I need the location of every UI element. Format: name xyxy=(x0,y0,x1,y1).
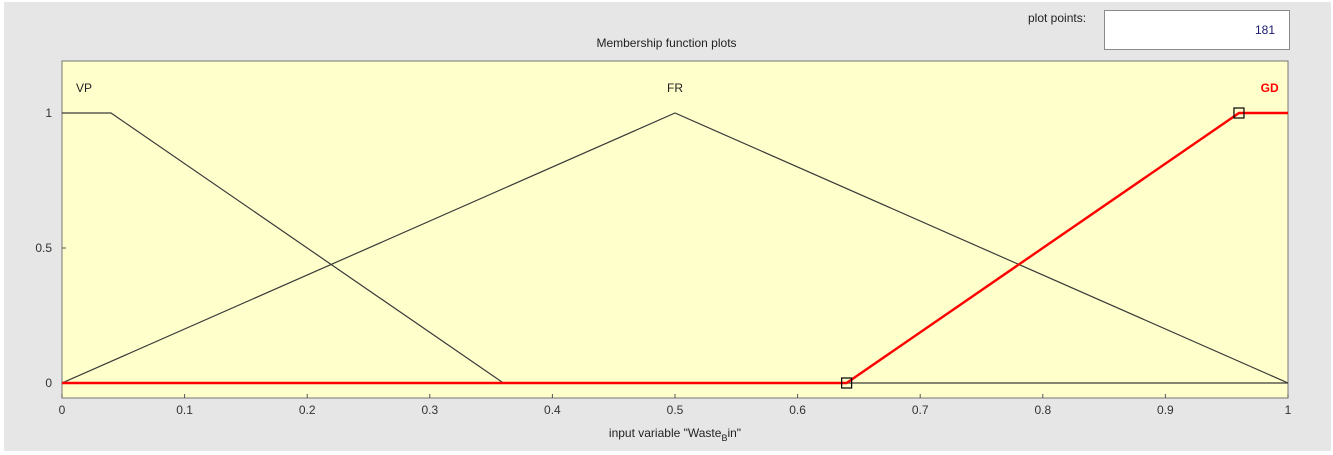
x-tick-label: 1 xyxy=(1285,403,1292,417)
series-layer xyxy=(61,111,1289,385)
x-axis-label: input variable "WasteBin" xyxy=(609,426,741,443)
x-tick-label: 0 xyxy=(59,403,66,417)
mf-label-vp[interactable]: VP xyxy=(76,81,92,95)
mf-curve-vp[interactable] xyxy=(62,112,1288,384)
x-tick-label: 0.8 xyxy=(1034,403,1051,417)
mf-vertex-handle[interactable] xyxy=(1233,107,1245,119)
mf-curve-gd[interactable] xyxy=(62,111,1288,385)
mf-vertex-handle[interactable] xyxy=(841,377,853,389)
x-axis-label-pre: input variable "Waste xyxy=(609,426,722,440)
axis-ticks: 0 0.1 0.2 0.3 0.4 0.5 0.6 0.7 0.8 0.9 1 0 0.5 1 xyxy=(35,106,1291,417)
x-axis-label-post: in" xyxy=(727,426,741,440)
x-tick-label: 0.9 xyxy=(1157,403,1174,417)
y-tick-label: 1 xyxy=(45,106,52,120)
mf-label-gd[interactable]: GD xyxy=(1261,81,1279,95)
plot-points-input[interactable] xyxy=(1104,10,1290,50)
x-tick-label: 0.5 xyxy=(667,403,684,417)
x-axis-label-sub: B xyxy=(721,433,727,443)
x-tick-label: 0.2 xyxy=(299,403,316,417)
mf-label-fr[interactable]: FR xyxy=(667,81,683,95)
x-tick-label: 0.7 xyxy=(912,403,929,417)
y-tick-label: 0.5 xyxy=(35,241,52,255)
mf-curve-fr[interactable] xyxy=(61,112,1289,384)
plot-area[interactable] xyxy=(61,60,1289,399)
y-tick-label: 0 xyxy=(45,376,52,390)
x-tick-label: 0.1 xyxy=(176,403,193,417)
x-tick-label: 0.4 xyxy=(544,403,561,417)
chart-title: Membership function plots xyxy=(596,36,737,50)
handles-layer xyxy=(841,107,1245,389)
plot-points-label: plot points: xyxy=(1028,11,1087,25)
x-tick-label: 0.6 xyxy=(789,403,806,417)
x-tick-label: 0.3 xyxy=(421,403,438,417)
mf-labels: VP FR GD xyxy=(76,81,1279,95)
